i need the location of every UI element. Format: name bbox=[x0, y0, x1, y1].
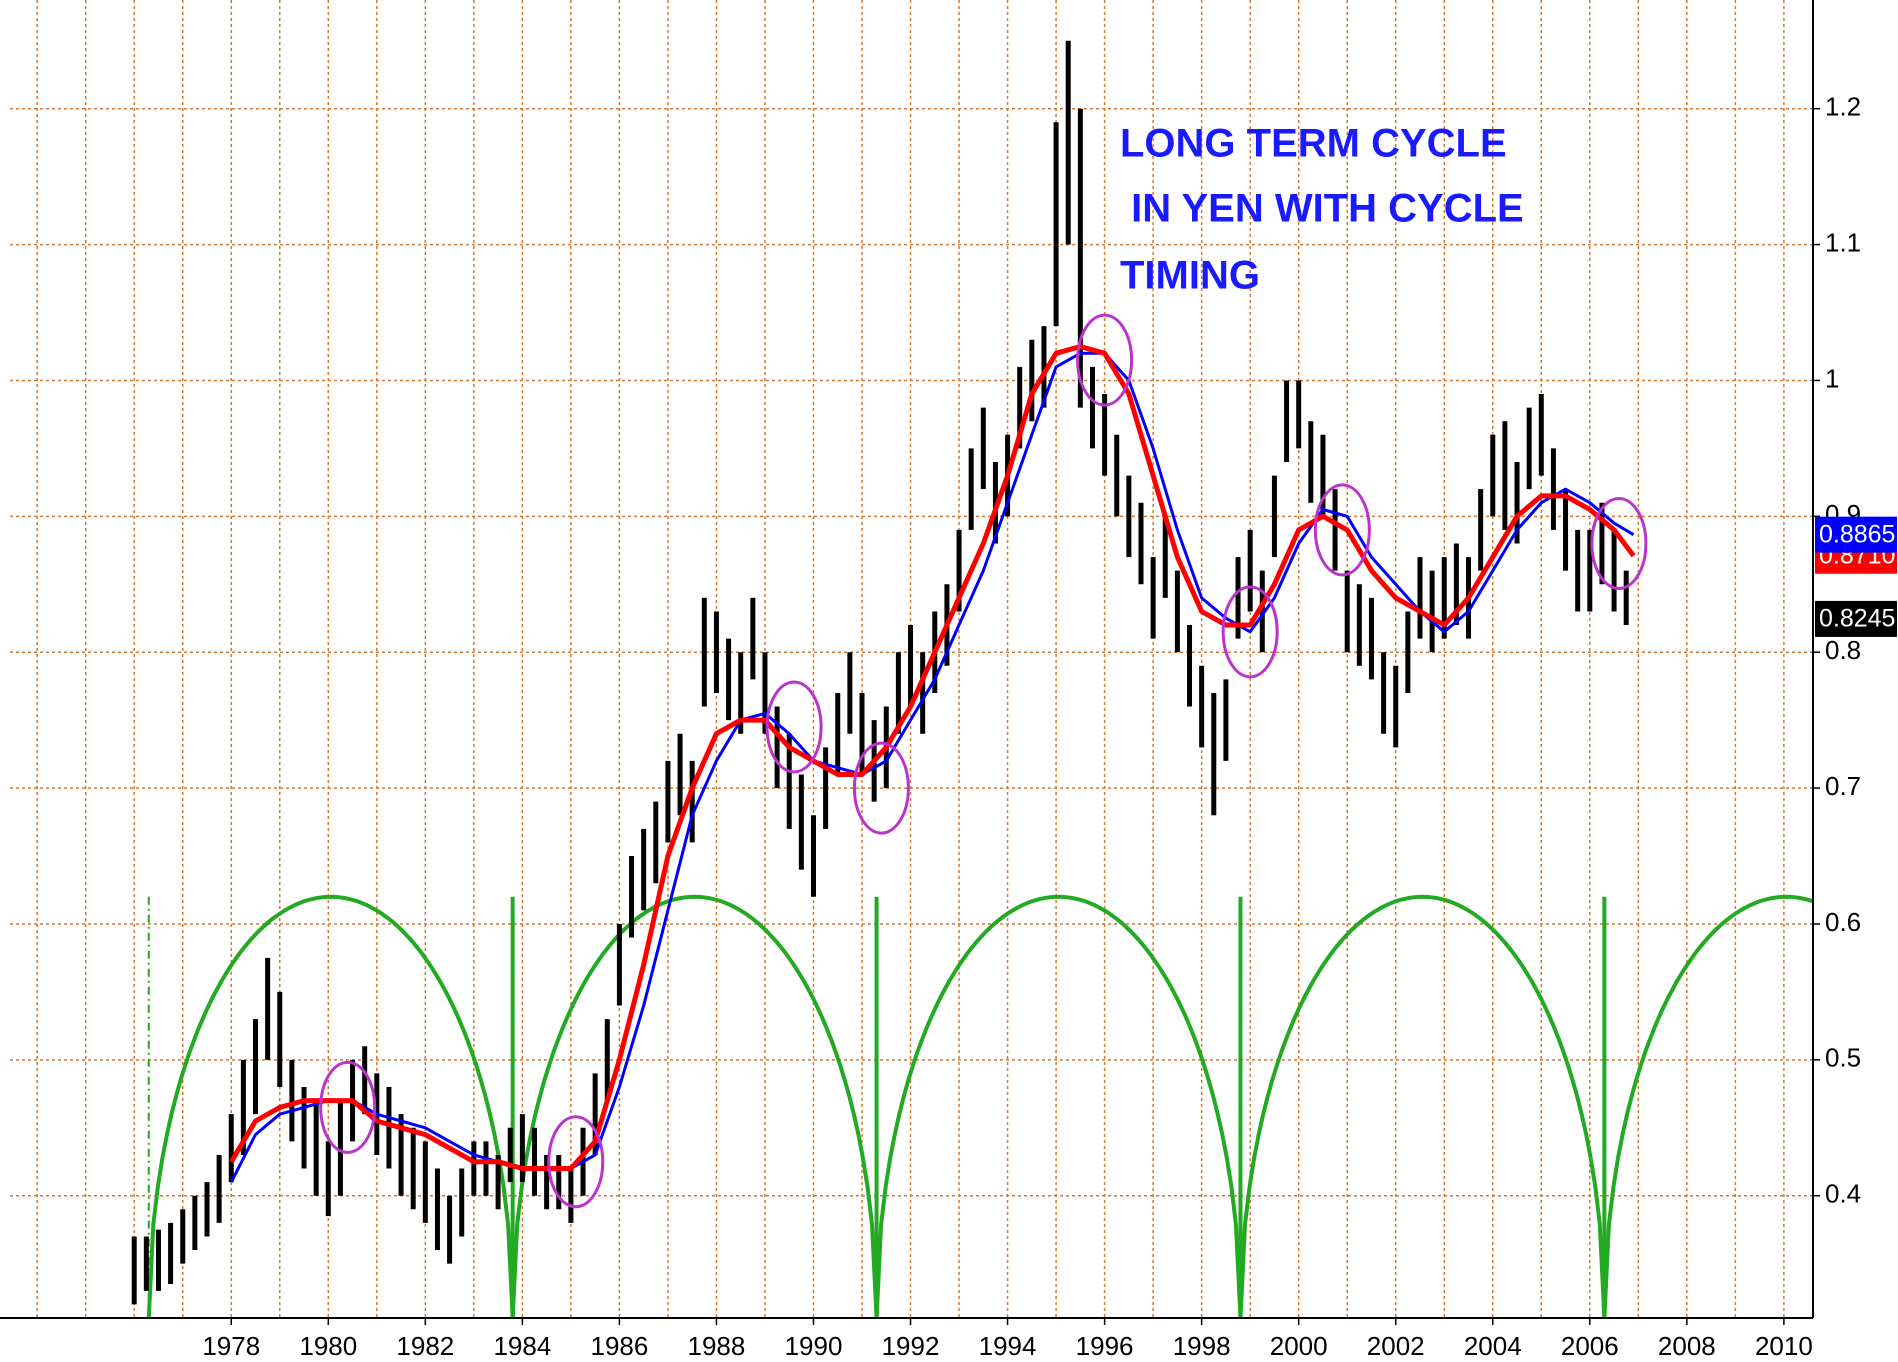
cycle-circle bbox=[319, 1060, 377, 1154]
moving-average bbox=[229, 344, 1636, 1171]
x-tick-label: 2010 bbox=[1755, 1331, 1813, 1361]
y-tick-label: 0.6 bbox=[1825, 907, 1861, 937]
y-tick-label: 0.8 bbox=[1825, 635, 1861, 665]
y-tick-label: 0.7 bbox=[1825, 771, 1861, 801]
last-value-label: 0.8865 bbox=[1819, 520, 1895, 548]
x-tick-label: 2002 bbox=[1367, 1331, 1425, 1361]
y-tick-label: 1.2 bbox=[1825, 92, 1861, 122]
cycle-circle bbox=[1313, 483, 1371, 577]
last-value-box bbox=[1815, 516, 1897, 553]
x-tick-label: 1982 bbox=[396, 1331, 454, 1361]
x-tick-label: 1988 bbox=[688, 1331, 746, 1361]
cycle-arc bbox=[510, 894, 879, 1318]
cycle-circle bbox=[547, 1115, 605, 1209]
x-tick-label: 1992 bbox=[882, 1331, 940, 1361]
x-tick-label: 2004 bbox=[1464, 1331, 1522, 1361]
cycle-circle bbox=[765, 680, 823, 774]
last-value-box bbox=[1815, 600, 1897, 637]
y-tick-label: 1 bbox=[1825, 363, 1839, 393]
cycle-arc bbox=[1238, 894, 1607, 1318]
x-tick-label: 1984 bbox=[493, 1331, 551, 1361]
x-tick-label: 1980 bbox=[299, 1331, 357, 1361]
x-tick-label: 1994 bbox=[979, 1331, 1037, 1361]
x-tick-label: 1986 bbox=[590, 1331, 648, 1361]
cycle-arc bbox=[874, 894, 1243, 1318]
x-tick-label: 1996 bbox=[1076, 1331, 1134, 1361]
y-tick-label: 0.5 bbox=[1825, 1043, 1861, 1073]
annotation: LONG TERM CYCLE bbox=[1120, 122, 1507, 166]
y-tick-label: 0.4 bbox=[1825, 1179, 1861, 1209]
cycle-arc bbox=[146, 894, 515, 1318]
cycle-circle bbox=[1076, 313, 1134, 407]
moving-average bbox=[229, 351, 1635, 1183]
annotation: TIMING bbox=[1120, 254, 1260, 298]
cycle-circle bbox=[1590, 497, 1648, 591]
last-value-label: 0.8245 bbox=[1819, 605, 1895, 633]
x-tick-label: 1978 bbox=[202, 1331, 260, 1361]
cycle-arc bbox=[1602, 894, 1813, 1318]
annotation: IN YEN WITH CYCLE bbox=[1120, 187, 1524, 231]
x-tick-label: 2008 bbox=[1658, 1331, 1716, 1361]
x-tick-label: 2000 bbox=[1270, 1331, 1328, 1361]
x-tick-label: 2006 bbox=[1561, 1331, 1619, 1361]
y-tick-label: 1.1 bbox=[1825, 227, 1861, 257]
x-tick-label: 1990 bbox=[785, 1331, 843, 1361]
cycle-circle bbox=[852, 741, 910, 835]
x-tick-label: 1998 bbox=[1173, 1331, 1231, 1361]
cycle-circle bbox=[1221, 585, 1279, 679]
